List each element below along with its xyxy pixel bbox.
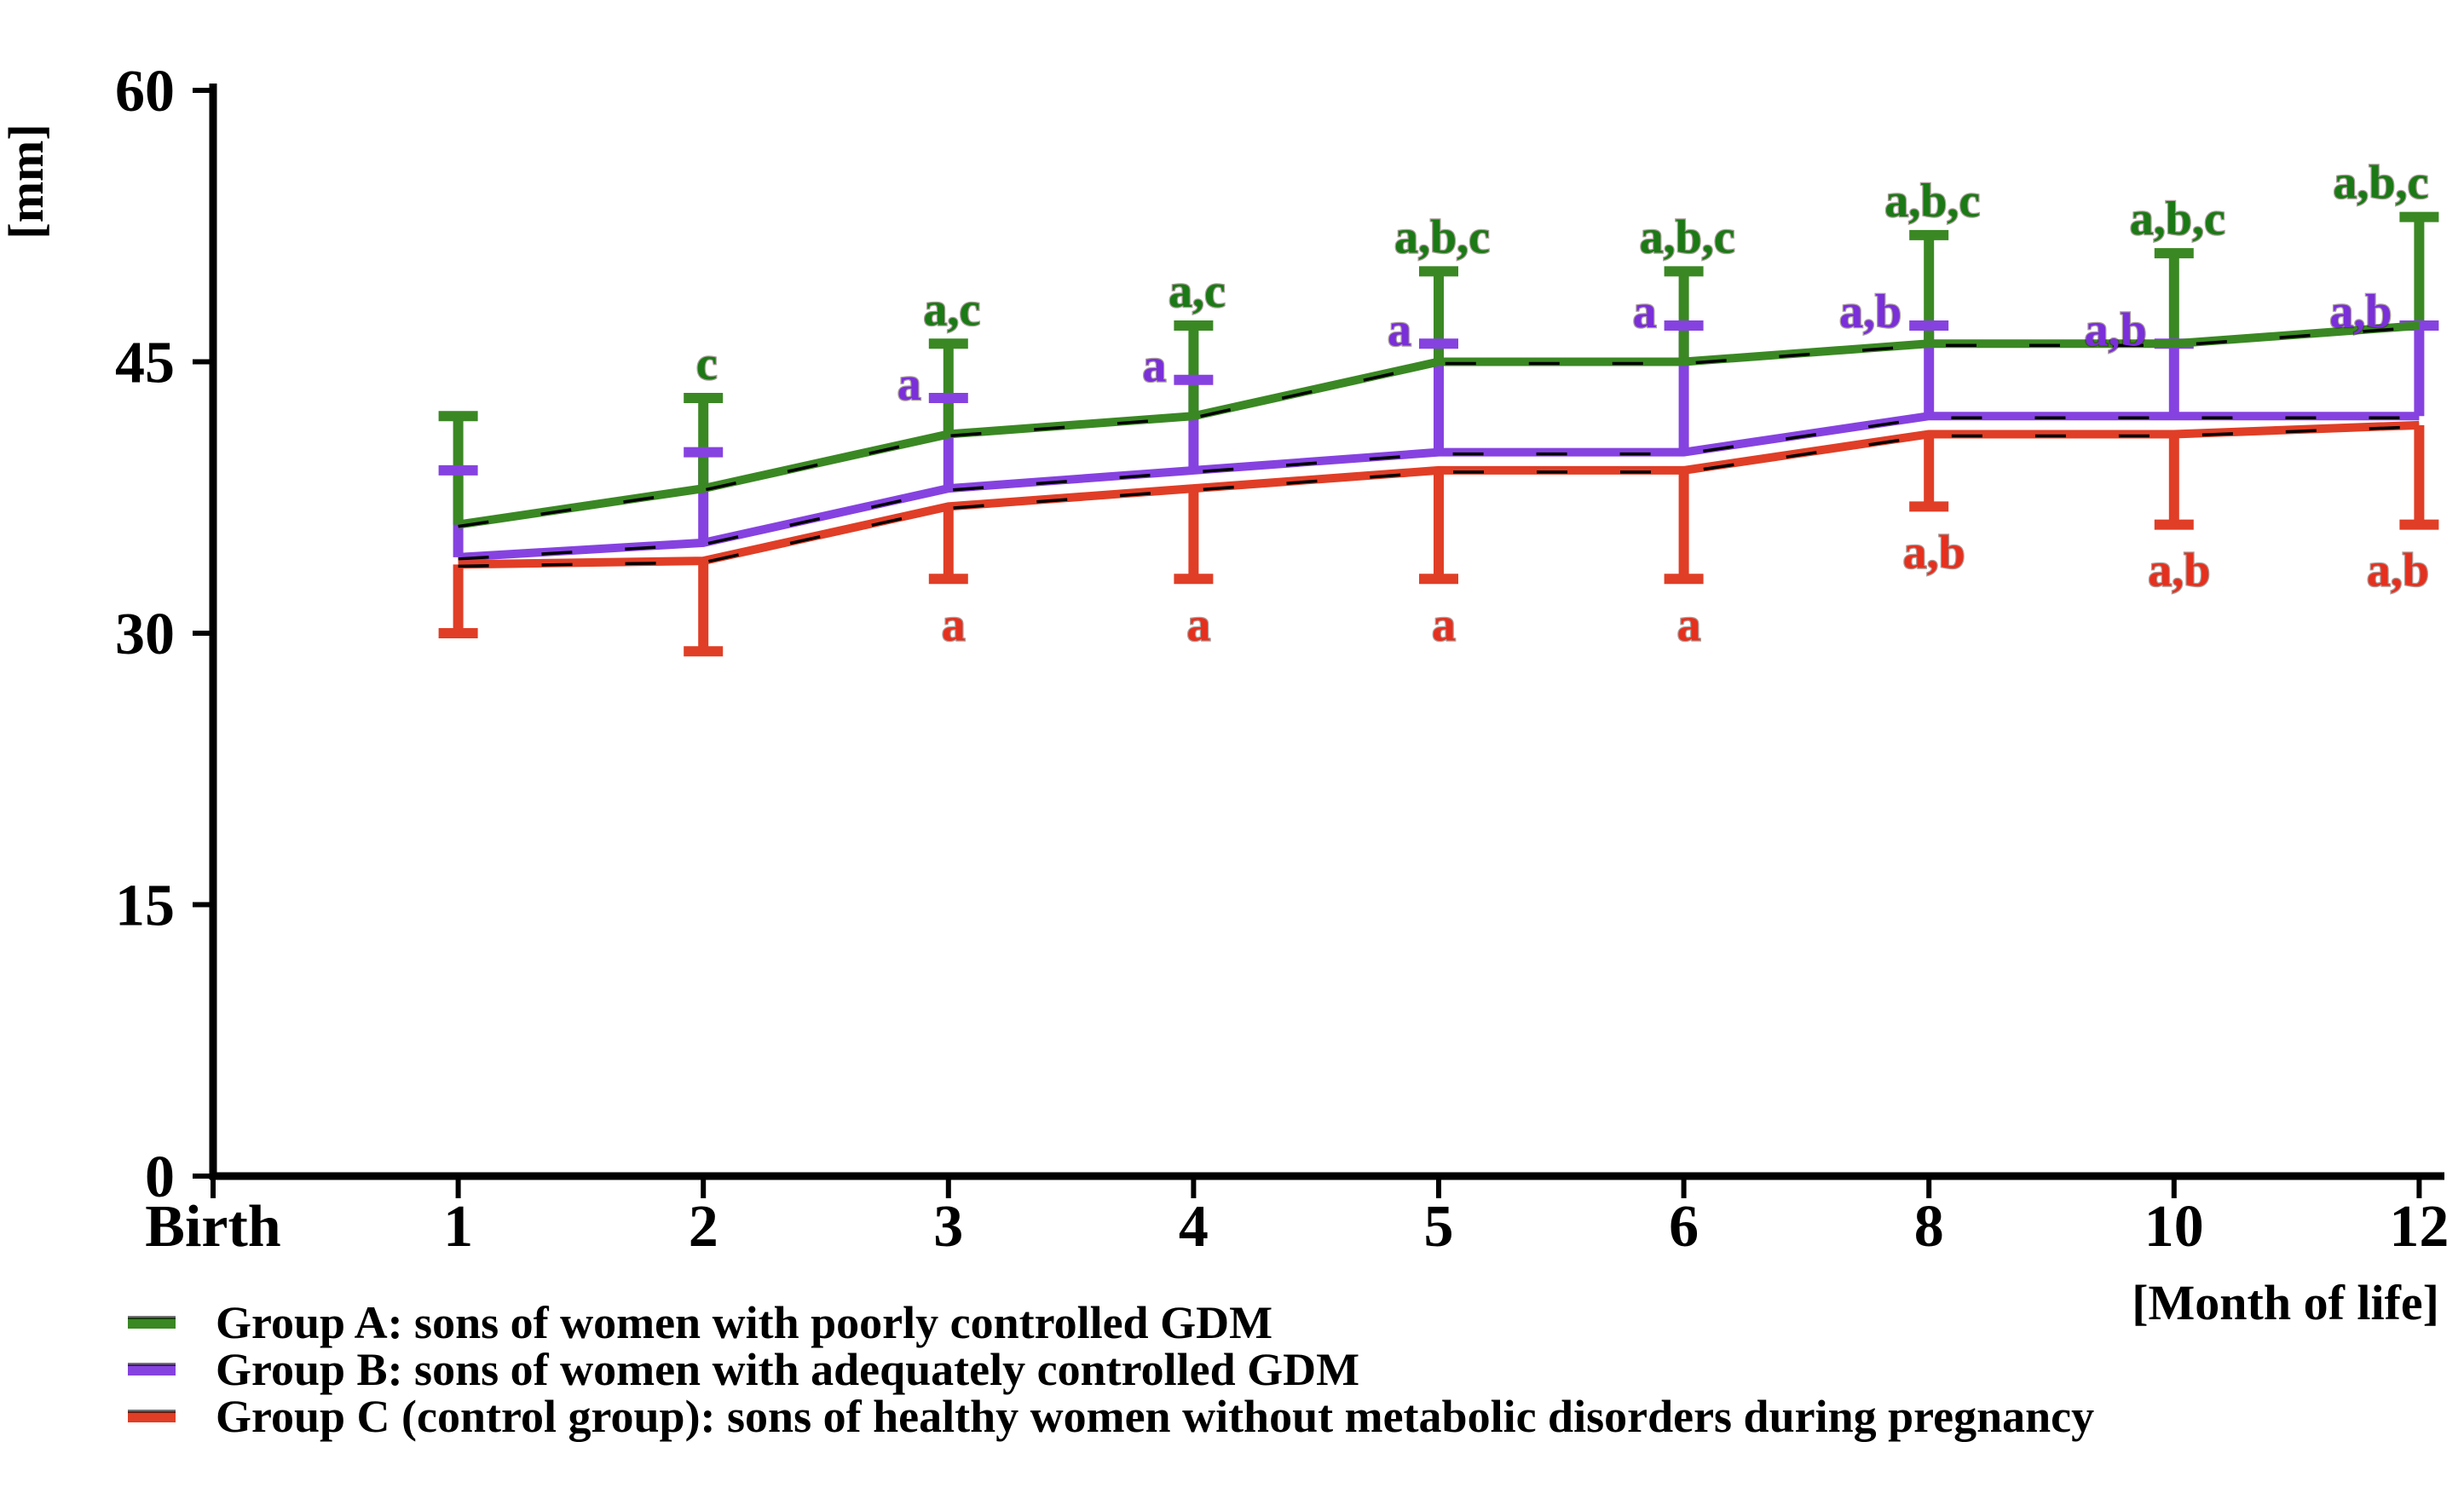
y-tick-label: 45: [115, 331, 175, 396]
significance-label-group-a: c: [696, 337, 718, 390]
y-tick-label: 0: [145, 1145, 175, 1210]
legend-item-group-b: Group B: sons of women with adequately c…: [128, 1344, 1359, 1395]
legend-swatch-shade-c: [128, 1410, 176, 1413]
legend-swatch-shade-b: [128, 1363, 176, 1366]
y-tick-label: 15: [115, 874, 175, 939]
significance-label-group-a: a,b,c: [1394, 211, 1490, 263]
x-tick-label: 10: [2144, 1194, 2204, 1260]
significance-label-group-b: a: [1388, 303, 1411, 356]
x-tick-label: 8: [1914, 1194, 1944, 1260]
y-axis-title: [mm]: [0, 124, 54, 239]
x-axis-title: [Month of life]: [2132, 1275, 2439, 1330]
significance-label-group-a: a,b,c: [1640, 211, 1735, 263]
significance-label-group-b: a: [1633, 285, 1657, 338]
significance-label-group-a: a,c: [923, 283, 980, 336]
series-line-group-c: [458, 420, 2420, 569]
legend-swatch-group-a: [128, 1318, 176, 1329]
significance-label-group-a: a,b,c: [2333, 157, 2428, 210]
x-tick-label: 12: [2389, 1194, 2449, 1260]
significance-label-group-c: a,b: [1903, 526, 1965, 579]
significance-label-group-a: a,b,c: [1884, 175, 1980, 228]
x-tick-label: 2: [689, 1194, 718, 1260]
legend-swatch-shade-a: [128, 1316, 176, 1319]
series-line-group-a: [457, 321, 2420, 529]
legend-item-group-c: Group C (control group): sons of healthy…: [128, 1391, 2094, 1442]
legend-label-group-a: Group A: sons of women with poorly contr…: [216, 1297, 1272, 1348]
x-tick-label: 4: [1179, 1194, 1209, 1260]
legend: Group A: sons of women with poorly contr…: [128, 1297, 2094, 1442]
x-tick-label: 6: [1669, 1194, 1699, 1260]
significance-label-group-c: a,b: [2367, 545, 2429, 597]
significance-label-group-b: a,b: [2085, 303, 2147, 356]
significance-label-group-a: a,b,c: [2130, 193, 2225, 245]
significance-label-group-a: a,c: [1169, 265, 1226, 318]
significance-label-group-c: a: [1432, 598, 1456, 651]
x-tick-label: Birth: [145, 1194, 280, 1260]
significance-label-group-b: a: [1142, 340, 1166, 393]
significance-label-group-c: a,b: [2148, 545, 2210, 597]
legend-swatch-group-b: [128, 1364, 176, 1376]
significance-label-group-b: a,b: [1839, 285, 1901, 338]
significance-label-group-b: a,b: [2329, 285, 2392, 338]
y-tick-label: 30: [115, 602, 175, 667]
legend-label-group-b: Group B: sons of women with adequately c…: [216, 1344, 1359, 1395]
significance-label-group-c: a: [942, 598, 966, 651]
x-tick-label: 3: [933, 1194, 963, 1260]
x-tick-label: 5: [1424, 1194, 1454, 1260]
significance-label-group-c: a: [1677, 598, 1701, 651]
legend-label-group-c: Group C (control group): sons of healthy…: [216, 1391, 2094, 1442]
legend-item-group-a: Group A: sons of women with poorly contr…: [128, 1297, 1272, 1348]
y-tick-label: 60: [115, 59, 175, 124]
legend-swatch-group-c: [128, 1411, 176, 1422]
significance-label-group-b: a: [897, 358, 921, 411]
significance-label-group-c: a: [1186, 598, 1210, 651]
series-line-group-b: [458, 412, 2420, 562]
x-tick-label: 1: [443, 1194, 473, 1260]
